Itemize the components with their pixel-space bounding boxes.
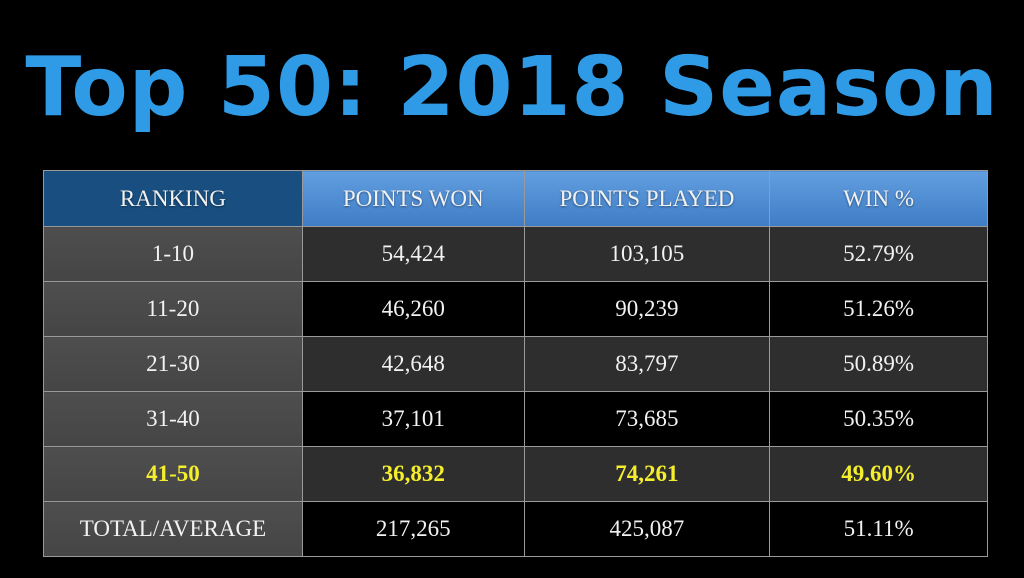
stats-table: RANKING POINTS WON POINTS PLAYED WIN % 1… [43, 170, 988, 557]
points-won-cell: 217,265 [301, 501, 525, 557]
points-played-cell: 90,239 [523, 281, 771, 337]
column-header-points-played: POINTS PLAYED [523, 170, 771, 227]
table-row: 31-40 37,101 73,685 50.35% [43, 391, 988, 447]
page-title: Top 50: 2018 Season [25, 40, 999, 135]
table-row-total: TOTAL/AVERAGE 217,265 425,087 51.11% [43, 501, 988, 557]
table-row-highlighted: 41-50 36,832 74,261 49.60% [43, 446, 988, 502]
table-row: 21-30 42,648 83,797 50.89% [43, 336, 988, 392]
points-played-cell: 74,261 [523, 446, 771, 502]
ranking-cell: TOTAL/AVERAGE [43, 501, 303, 557]
win-pct-cell: 50.35% [769, 391, 988, 447]
table-header-row: RANKING POINTS WON POINTS PLAYED WIN % [43, 170, 988, 227]
points-won-cell: 37,101 [301, 391, 525, 447]
points-won-cell: 46,260 [301, 281, 525, 337]
points-played-cell: 425,087 [523, 501, 771, 557]
ranking-cell: 41-50 [43, 446, 303, 502]
column-header-ranking: RANKING [43, 170, 303, 227]
win-pct-cell: 51.26% [769, 281, 988, 337]
points-played-cell: 103,105 [523, 226, 771, 282]
win-pct-cell: 52.79% [769, 226, 988, 282]
column-header-points-won: POINTS WON [301, 170, 525, 227]
ranking-cell: 1-10 [43, 226, 303, 282]
points-won-cell: 54,424 [301, 226, 525, 282]
points-played-cell: 73,685 [523, 391, 771, 447]
win-pct-cell: 51.11% [769, 501, 988, 557]
table-row: 1-10 54,424 103,105 52.79% [43, 226, 988, 282]
points-won-cell: 36,832 [301, 446, 525, 502]
win-pct-cell: 50.89% [769, 336, 988, 392]
ranking-cell: 21-30 [43, 336, 303, 392]
column-header-win-pct: WIN % [769, 170, 988, 227]
points-played-cell: 83,797 [523, 336, 771, 392]
ranking-cell: 31-40 [43, 391, 303, 447]
ranking-cell: 11-20 [43, 281, 303, 337]
win-pct-cell: 49.60% [769, 446, 988, 502]
points-won-cell: 42,648 [301, 336, 525, 392]
table-row: 11-20 46,260 90,239 51.26% [43, 281, 988, 337]
